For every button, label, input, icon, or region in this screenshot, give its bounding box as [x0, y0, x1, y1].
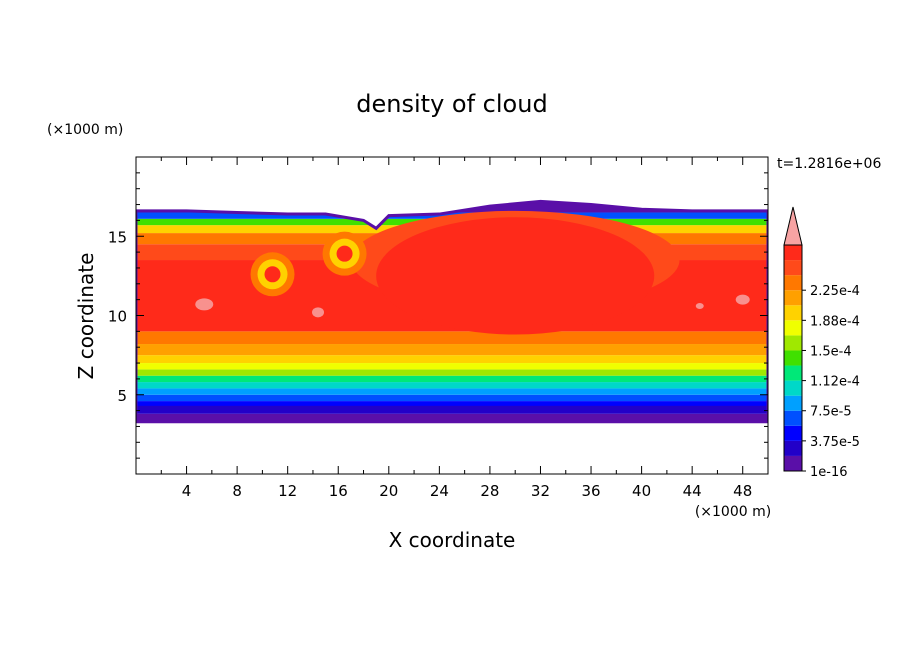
density-band-2	[136, 401, 768, 408]
colorbar-swatch	[784, 365, 802, 381]
x-axis-label: X coordinate	[389, 528, 516, 552]
colorbar-label: 1.12e-4	[810, 375, 860, 390]
colorbar-swatch	[784, 290, 802, 306]
x-tick-label: 36	[581, 482, 600, 500]
colorbar-label: 3.75e-5	[810, 435, 860, 450]
colorbar-label: 1e-16	[810, 465, 848, 480]
lower-dark-band	[136, 405, 768, 413]
y-tick-label: 15	[108, 228, 127, 246]
max-density-patch-0	[195, 298, 214, 311]
max-density-patch-3	[695, 302, 704, 309]
colorbar-swatch	[784, 425, 802, 441]
y-axis-label: Z coordinate	[74, 253, 98, 380]
colorbar-label: 1.5e-4	[810, 344, 852, 359]
x-tick-label: 44	[683, 482, 702, 500]
x-tick-label: 24	[430, 482, 449, 500]
x-tick-label: 12	[278, 482, 297, 500]
x-tick-labels: 4 8 12 16 20 24 28 32 36 40 44 48	[182, 482, 752, 500]
colorbar: 1e-16 3.75e-5 7.5e-5 1.12e-4 1.5e-4 1.88e-4 2.…	[783, 206, 860, 480]
axis-ticks	[136, 157, 768, 474]
density-band-9	[136, 355, 768, 364]
x-tick-label: 32	[531, 482, 550, 500]
x-tick-label: 48	[733, 482, 752, 500]
density-band-5	[136, 382, 768, 389]
density-band-6	[136, 375, 768, 383]
density-band-8	[136, 363, 768, 370]
dome-inner	[376, 217, 655, 335]
x-tick-label: 8	[232, 482, 242, 500]
y-tick-label: 5	[117, 387, 127, 405]
max-density-patch-1	[312, 307, 325, 318]
time-label: t=1.2816e+06	[777, 156, 881, 172]
colorbar-swatch	[784, 275, 802, 291]
y-tick-label: 10	[108, 308, 127, 326]
colorbar-swatch	[784, 320, 802, 336]
colorbar-swatch	[784, 245, 802, 261]
colorbar-label: 1.88e-4	[810, 314, 860, 329]
colorbar-swatch	[784, 260, 802, 276]
colorbar-swatch	[784, 440, 802, 456]
colorbar-swatch	[784, 410, 802, 426]
x-tick-label: 4	[182, 482, 192, 500]
cloud-density-field	[136, 199, 768, 424]
x-tick-label: 16	[329, 482, 348, 500]
eddy-1-core	[336, 245, 353, 262]
y-tick-labels: 5 10 15	[108, 228, 127, 405]
x-tick-label: 20	[379, 482, 398, 500]
colorbar-swatch	[784, 350, 802, 366]
colorbar-label: 2.25e-4	[810, 284, 860, 299]
density-band-10	[136, 344, 768, 356]
colorbar-extend-arrow	[783, 206, 803, 246]
density-band-11	[136, 331, 768, 345]
density-band-4	[136, 388, 768, 395]
y-axis-unit: (×1000 m)	[47, 122, 123, 138]
max-density-patch-2	[735, 294, 750, 305]
density-band-0	[136, 413, 768, 422]
colorbar-swatch	[784, 455, 802, 471]
colorbar-swatch	[784, 380, 802, 396]
colorbar-swatch	[784, 395, 802, 411]
density-band-3	[136, 394, 768, 402]
cloud-envelope	[136, 199, 768, 424]
x-axis-unit: (×1000 m)	[695, 504, 771, 520]
chart-title: density of cloud	[356, 90, 547, 118]
colorbar-swatch	[784, 305, 802, 321]
x-tick-label: 28	[480, 482, 499, 500]
eddy-0-core	[264, 266, 281, 283]
x-tick-label: 40	[632, 482, 651, 500]
density-band-7	[136, 369, 768, 376]
colorbar-frame	[783, 244, 803, 472]
colorbar-label: 7.5e-5	[810, 405, 852, 420]
colorbar-swatch	[784, 335, 802, 351]
